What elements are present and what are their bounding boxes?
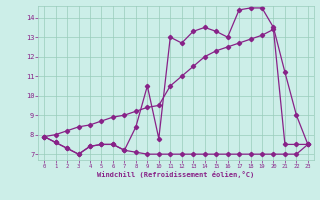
X-axis label: Windchill (Refroidissement éolien,°C): Windchill (Refroidissement éolien,°C) [97, 171, 255, 178]
